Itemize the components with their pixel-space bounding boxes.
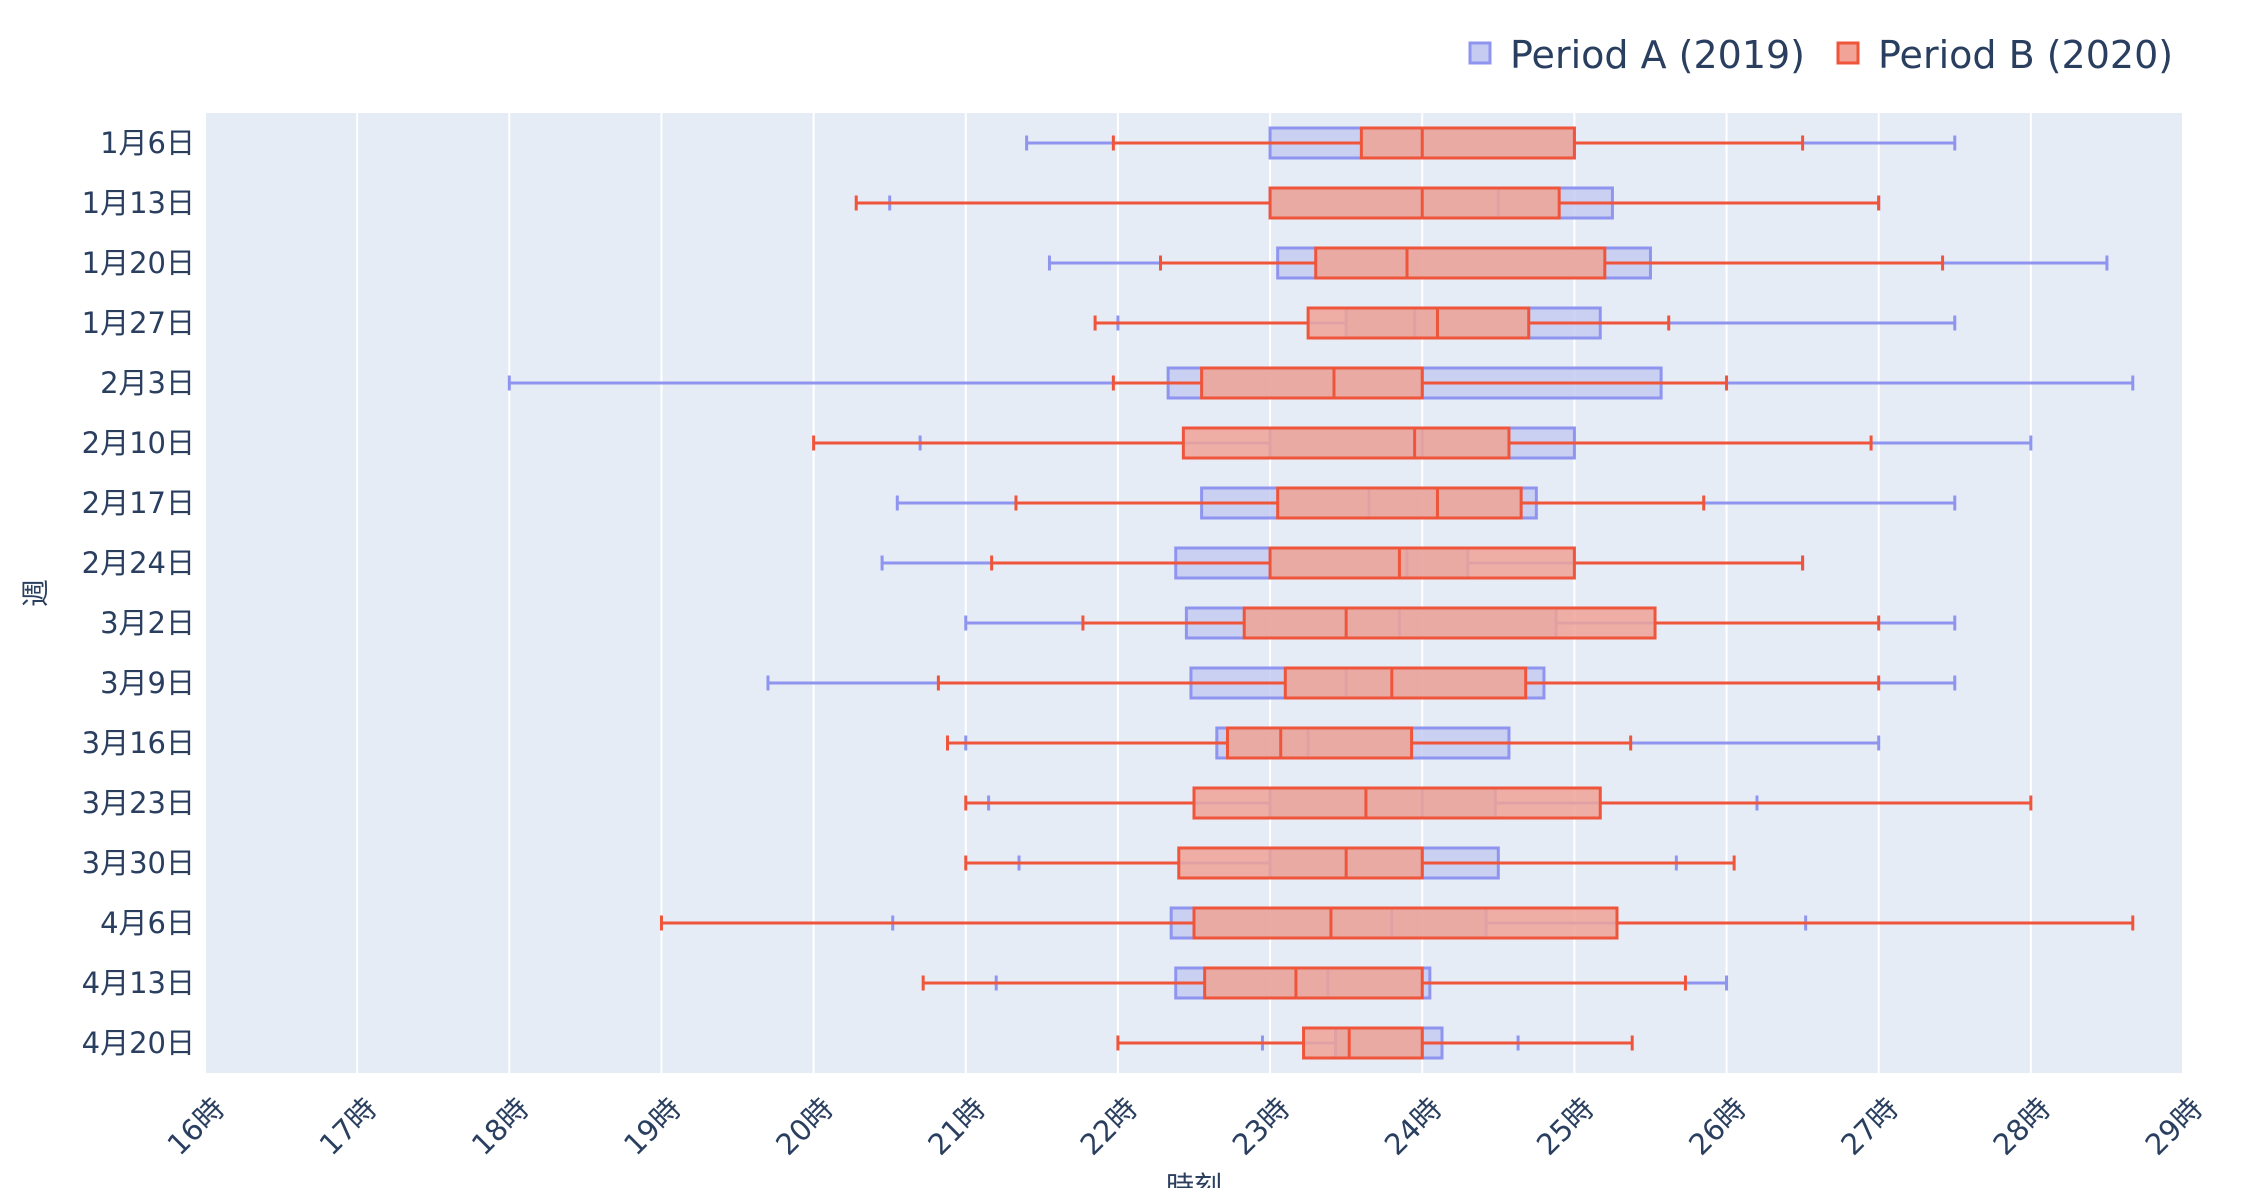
box-iqr [1359, 126, 1576, 160]
box-iqr [1314, 246, 1607, 280]
box-iqr [1177, 846, 1424, 880]
x-tick-label: 21時 [921, 1091, 992, 1162]
box-iqr [1203, 966, 1424, 1000]
series-1 [659, 126, 2135, 1060]
y-tick-label: 3月30日 [82, 846, 195, 880]
legend-swatch [1836, 41, 1860, 65]
x-tick-label: 27時 [1834, 1091, 1905, 1162]
legend-label: Period B (2020) [1878, 33, 2173, 77]
legend-item-1[interactable]: Period B (2020) [1836, 33, 2173, 77]
x-tick-label: 19時 [617, 1091, 688, 1162]
x-tick-labels: 16時 17時 18時 19時 20時 21時 22時 23時 24時 25時 26時 27時 28時 2… [161, 1091, 2210, 1162]
y-tick-label: 2月10日 [82, 426, 195, 460]
y-tick-label: 3月16日 [82, 726, 195, 760]
y-tick-label: 1月20日 [82, 246, 195, 280]
legend: Period A (2019) Period B (2020) [1468, 33, 2173, 77]
box-1-11 [964, 786, 2033, 820]
y-tick-label: 3月2日 [100, 606, 195, 640]
legend-item-0[interactable]: Period A (2019) [1468, 33, 1805, 77]
x-tick-label: 16時 [161, 1091, 232, 1162]
box-1-8 [1081, 606, 1881, 640]
box-1-15 [1116, 1026, 1634, 1060]
x-tick-label: 28時 [1986, 1091, 2057, 1162]
box-1-9 [936, 666, 1881, 700]
box-iqr [1181, 426, 1511, 460]
box-1-3 [1093, 306, 1671, 340]
x-tick-label: 20時 [769, 1091, 840, 1162]
box-1-0 [1111, 126, 1805, 160]
y-tick-label: 1月27日 [82, 306, 195, 340]
x-tick-label: 23時 [1226, 1091, 1297, 1162]
box-series [507, 126, 2135, 1060]
box-1-13 [659, 906, 2135, 940]
box-1-12 [964, 846, 1736, 880]
box-1-1 [854, 186, 1881, 220]
box-iqr [1192, 786, 1602, 820]
y-tick-label: 2月24日 [82, 546, 195, 580]
box-iqr [1200, 366, 1424, 400]
y-tick-label: 4月20日 [82, 1026, 195, 1060]
box-iqr [1225, 726, 1414, 760]
box-iqr [1283, 666, 1528, 700]
x-tick-label: 29時 [2139, 1091, 2210, 1162]
box-iqr [1242, 606, 1657, 640]
x-tick-label: 18時 [465, 1091, 536, 1162]
box-iqr [1302, 1026, 1424, 1060]
box-iqr [1276, 486, 1523, 520]
y-tick-label: 2月17日 [82, 486, 195, 520]
box-1-2 [1159, 246, 1945, 280]
x-tick-label: 17時 [313, 1091, 384, 1162]
x-tick-label: 24時 [1378, 1091, 1449, 1162]
y-tick-labels: 1月6日 1月13日 1月20日 1月27日 2月3日 2月10日 2月17日 2月24日 3月… [82, 126, 195, 1060]
box-iqr [1268, 186, 1561, 220]
box-1-6 [1014, 486, 1706, 520]
box-1-5 [812, 426, 1873, 460]
legend-swatch [1468, 41, 1492, 65]
box-1-7 [990, 546, 1805, 580]
x-tick-label: 25時 [1530, 1091, 1601, 1162]
y-tick-label: 2月3日 [100, 366, 195, 400]
box-iqr [1268, 546, 1576, 580]
x-tick-label: 22時 [1073, 1091, 1144, 1162]
y-tick-label: 1月6日 [100, 126, 195, 160]
x-tick-label: 26時 [1682, 1091, 1753, 1162]
y-tick-label: 4月6日 [100, 906, 195, 940]
y-axis-title: 週 [19, 579, 52, 607]
box-iqr [1306, 306, 1531, 340]
y-tick-label: 1月13日 [82, 186, 195, 220]
y-tick-label: 3月9日 [100, 666, 195, 700]
box-iqr [1192, 906, 1619, 940]
box-1-10 [946, 726, 1633, 760]
x-axis-title: 時刻 [1166, 1170, 1222, 1188]
y-tick-label: 3月23日 [82, 786, 195, 820]
box-1-14 [921, 966, 1687, 1000]
y-tick-label: 4月13日 [82, 966, 195, 1000]
box-1-4 [1111, 366, 1729, 400]
legend-label: Period A (2019) [1510, 33, 1805, 77]
